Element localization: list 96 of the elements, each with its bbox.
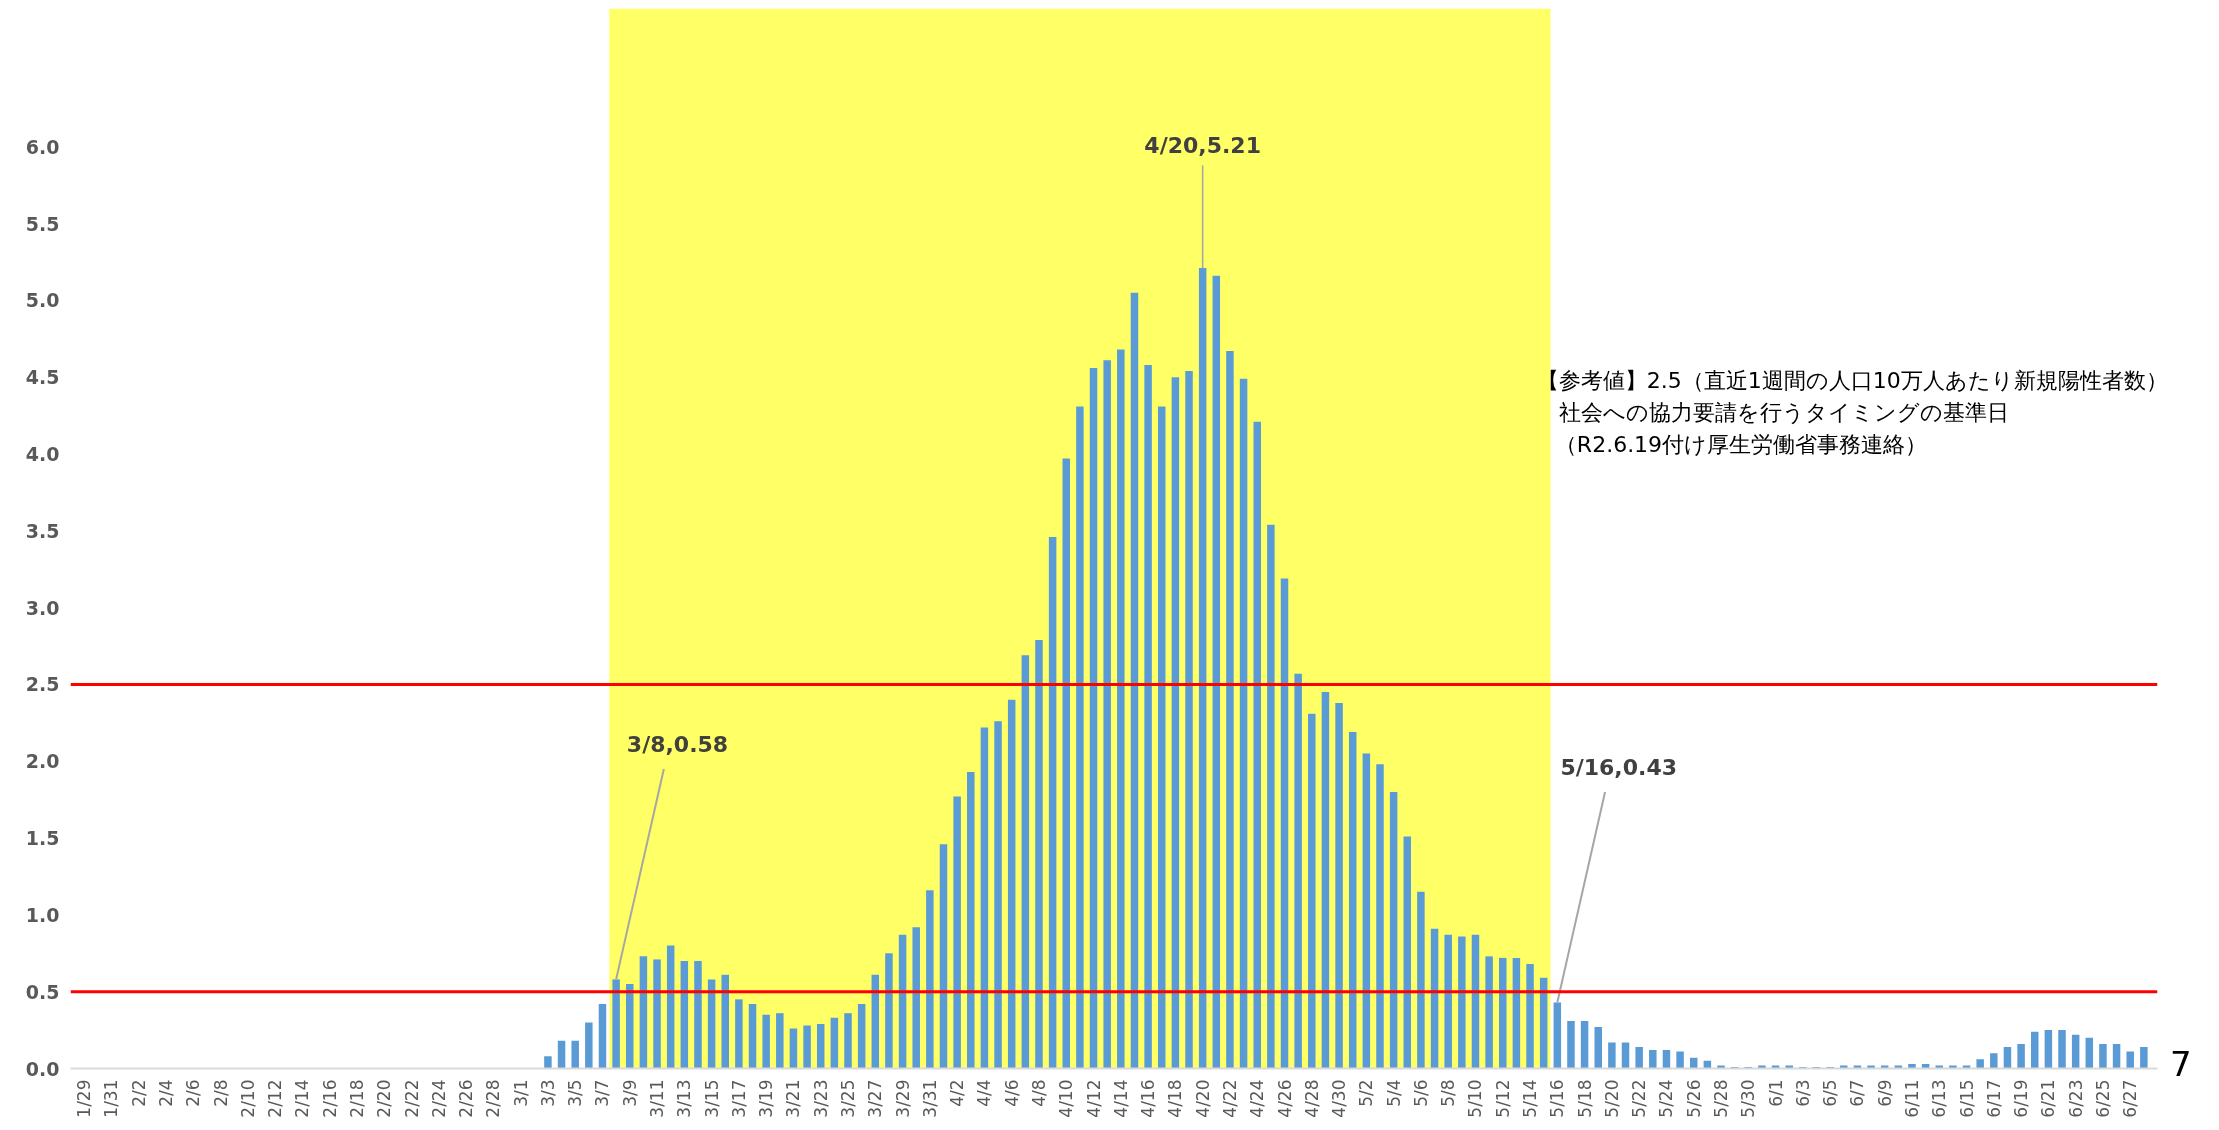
x-tick-label: 2/6 xyxy=(183,1079,204,1107)
x-tick-label: 6/19 xyxy=(2011,1079,2032,1118)
x-tick-label: 4/12 xyxy=(1083,1079,1104,1118)
x-tick-label: 3/19 xyxy=(756,1079,777,1118)
x-tick-label: 1/31 xyxy=(101,1079,122,1118)
x-tick-label: 3/23 xyxy=(810,1079,831,1118)
y-tick-label: 1.5 xyxy=(25,827,60,850)
y-tick-label: 4.0 xyxy=(25,443,60,466)
y-tick-label: 2.0 xyxy=(25,750,60,773)
x-tick-label: 6/13 xyxy=(1929,1079,1950,1118)
x-tick-label: 4/6 xyxy=(1001,1079,1022,1107)
x-tick-label: 2/4 xyxy=(155,1079,176,1107)
x-tick-label: 3/15 xyxy=(701,1079,722,1118)
x-tick-label: 2/22 xyxy=(401,1079,422,1118)
x-tick-label: 3/13 xyxy=(674,1079,695,1118)
x-tick-label: 3/5 xyxy=(565,1079,586,1107)
x-tick-label: 2/12 xyxy=(265,1079,286,1118)
x-tick-label: 3/1 xyxy=(510,1079,531,1107)
annotation: （R2.6.19付け厚生労働省事務連絡） xyxy=(1554,432,1928,458)
x-tick-label: 6/15 xyxy=(1956,1079,1977,1118)
x-tick-label: 5/20 xyxy=(1601,1079,1622,1118)
x-tick-label: 6/17 xyxy=(1983,1079,2004,1118)
x-tick-label: 5/12 xyxy=(1492,1079,1513,1118)
x-tick-label: 5/28 xyxy=(1711,1079,1731,1118)
y-tick-label: 6.0 xyxy=(25,135,60,158)
y-tick-label: 4.5 xyxy=(25,366,60,389)
x-tick-label: 6/21 xyxy=(2038,1079,2059,1118)
x-tick-label: 2/2 xyxy=(128,1079,149,1107)
x-tick-label: 5/22 xyxy=(1629,1079,1650,1118)
x-tick-label: 4/10 xyxy=(1056,1079,1077,1118)
x-tick-label: 5/8 xyxy=(1438,1079,1459,1107)
x-tick-label: 4/22 xyxy=(1219,1079,1240,1118)
annotation: 4/20,5.21 xyxy=(1144,132,1261,158)
y-tick-label: 5.0 xyxy=(25,289,60,312)
x-tick-label: 2/26 xyxy=(456,1079,477,1118)
y-tick-label: 1.0 xyxy=(25,903,60,926)
x-tick-label: 3/17 xyxy=(728,1079,749,1118)
x-tick-label: 3/9 xyxy=(619,1079,640,1107)
x-tick-label: 4/14 xyxy=(1110,1079,1131,1118)
x-tick-label: 4/30 xyxy=(1329,1079,1350,1118)
text: 7 xyxy=(2170,1043,2192,1086)
x-tick-label: 3/3 xyxy=(537,1079,558,1107)
x-tick-label: 6/25 xyxy=(2092,1079,2113,1118)
x-tick-label: 4/26 xyxy=(1274,1079,1295,1118)
x-tick-label: 5/14 xyxy=(1520,1079,1541,1118)
y-tick-label: 3.0 xyxy=(25,596,60,619)
x-tick-label: 2/28 xyxy=(483,1079,504,1118)
x-tick-label: 3/11 xyxy=(647,1079,668,1118)
x-tick-label: 3/25 xyxy=(838,1079,859,1118)
x-tick-label: 4/8 xyxy=(1028,1079,1049,1107)
y-tick-label: 0.5 xyxy=(25,980,60,1003)
x-tick-label: 3/31 xyxy=(919,1079,940,1118)
x-tick-label: 3/7 xyxy=(592,1079,613,1107)
x-tick-label: 6/7 xyxy=(1847,1079,1868,1107)
x-tick-label: 3/21 xyxy=(783,1079,804,1118)
x-tick-label: 5/2 xyxy=(1356,1079,1377,1107)
x-tick-label: 5/26 xyxy=(1683,1079,1704,1118)
x-tick-label: 6/1 xyxy=(1765,1079,1786,1107)
x-tick-label: 4/2 xyxy=(947,1079,968,1107)
x-tick-label: 2/18 xyxy=(346,1079,367,1118)
x-tick-label: 6/3 xyxy=(1792,1079,1813,1107)
x-tick-label: 4/16 xyxy=(1138,1079,1159,1118)
y-tick-label: 3.5 xyxy=(25,519,60,542)
x-tick-label: 2/24 xyxy=(428,1079,449,1118)
annotation: 社会への協力要請を行うタイミングの基準日 xyxy=(1558,400,2009,426)
x-tick-label: 1/29 xyxy=(74,1079,95,1118)
x-tick-label: 2/14 xyxy=(292,1079,313,1118)
x-tick-label: 2/20 xyxy=(374,1079,395,1118)
y-tick-label: 2.5 xyxy=(25,673,60,696)
x-tick-label: 6/23 xyxy=(2065,1079,2086,1118)
x-tick-label: 5/30 xyxy=(1738,1079,1759,1118)
x-tick-label: 2/8 xyxy=(210,1079,231,1107)
x-tick-label: 3/27 xyxy=(865,1079,886,1118)
x-tick-label: 6/11 xyxy=(1901,1079,1922,1118)
x-tick-label: 4/24 xyxy=(1247,1079,1268,1118)
x-tick-label: 4/20 xyxy=(1192,1079,1213,1118)
annotation: 【参考値】2.5（直近1週間の人口10万人あたり新規陽性者数） xyxy=(1536,367,2168,393)
annotation: 5/16,0.43 xyxy=(1560,754,1678,780)
x-tick-label: 5/4 xyxy=(1383,1079,1404,1107)
x-tick-label: 6/9 xyxy=(1874,1079,1895,1107)
x-tick-label: 6/27 xyxy=(2120,1079,2141,1118)
x-tick-label: 5/6 xyxy=(1410,1079,1431,1107)
x-tick-label: 3/29 xyxy=(892,1079,913,1118)
x-tick-label: 5/24 xyxy=(1656,1079,1677,1118)
x-tick-label: 5/16 xyxy=(1547,1079,1568,1118)
x-tick-label: 5/18 xyxy=(1574,1079,1595,1118)
y-tick-label: 5.5 xyxy=(25,212,60,235)
annotation: 3/8,0.58 xyxy=(626,731,729,757)
x-tick-label: 2/10 xyxy=(237,1079,258,1118)
x-tick-label: 6/5 xyxy=(1820,1079,1841,1107)
x-tick-label: 4/4 xyxy=(974,1079,995,1107)
x-tick-label: 2/16 xyxy=(319,1079,340,1118)
x-tick-label: 5/10 xyxy=(1465,1079,1486,1118)
x-tick-label: 4/28 xyxy=(1301,1079,1322,1118)
y-tick-label: 0.0 xyxy=(25,1057,60,1080)
x-tick-label: 4/18 xyxy=(1165,1079,1186,1118)
